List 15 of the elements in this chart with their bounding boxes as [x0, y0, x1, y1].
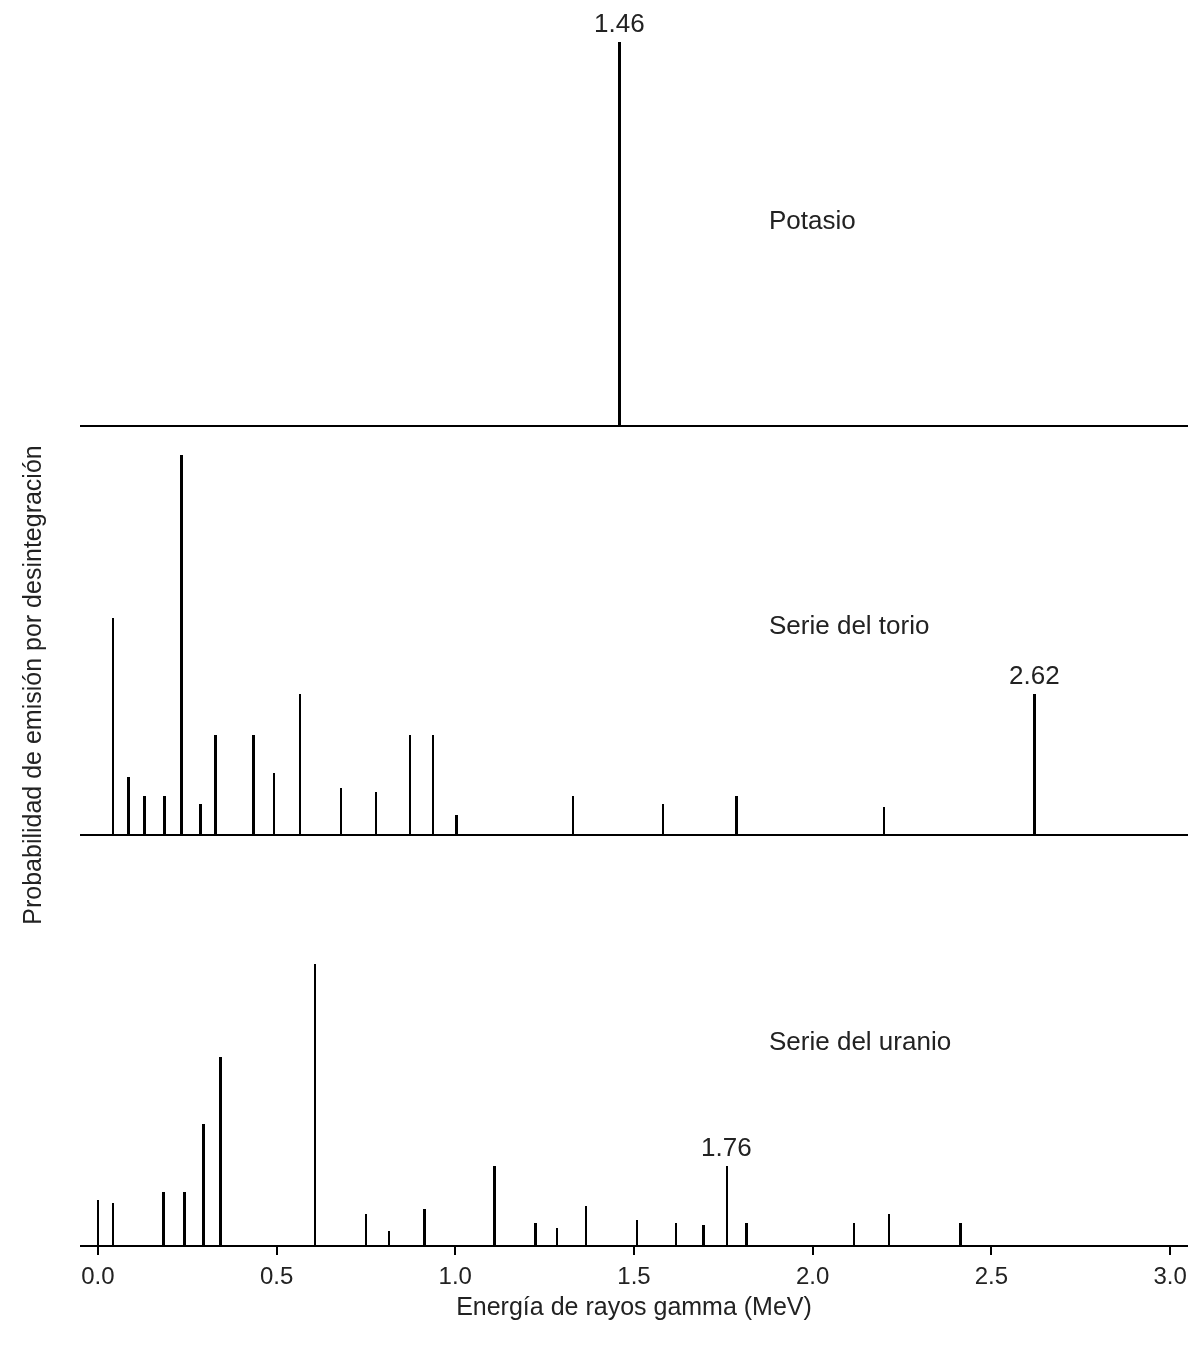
x-tick-label: 2.5: [974, 1261, 1009, 1289]
annotation: 2.62: [1009, 660, 1060, 690]
annotation: Serie del torio: [769, 610, 930, 640]
annotation: 1.46: [594, 8, 645, 38]
x-tick-label: 2.0: [796, 1261, 830, 1289]
x-tick-label: 0.0: [81, 1261, 115, 1289]
x-tick-label: 1.5: [617, 1261, 651, 1289]
annotation: 1.76: [701, 1132, 752, 1162]
x-tick-label: 0.5: [259, 1261, 294, 1289]
y-axis-title: Probabilidad de emisión por desintegración: [17, 444, 47, 927]
x-tick-label: 3.0: [1153, 1261, 1187, 1289]
x-axis-title: Energía de rayos gamma (MeV): [456, 1292, 812, 1321]
annotation: Potasio: [769, 205, 856, 235]
x-tick-label: 1.0: [438, 1261, 472, 1289]
annotation: Serie del uranio: [769, 1026, 952, 1056]
